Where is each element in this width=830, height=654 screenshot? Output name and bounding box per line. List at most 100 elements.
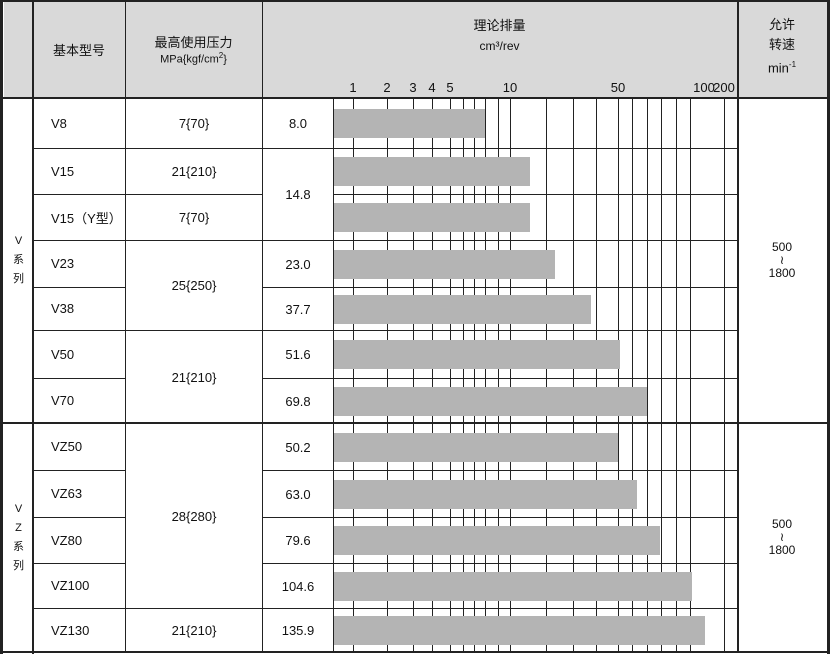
pressure-cell: 21{210} bbox=[126, 149, 262, 194]
header-speed-title-1: 允许 bbox=[768, 17, 795, 33]
row-divider bbox=[262, 608, 333, 609]
axis-tick-label: 50 bbox=[610, 80, 626, 95]
pressure-cell: 21{210} bbox=[126, 331, 262, 423]
pressure-value: 21{210} bbox=[171, 164, 217, 179]
row-divider bbox=[125, 194, 262, 195]
bar-v23 bbox=[334, 249, 556, 279]
displacement-value: 50.2 bbox=[285, 439, 311, 455]
row-divider bbox=[262, 330, 333, 331]
model-cell: VZ80 bbox=[33, 517, 125, 563]
bar-v15 bbox=[334, 157, 531, 186]
gridline bbox=[463, 98, 464, 652]
column-divider bbox=[333, 98, 334, 652]
column-divider bbox=[262, 0, 263, 652]
column-divider bbox=[0, 0, 3, 654]
model-cell: V23 bbox=[33, 240, 125, 287]
header-speed-title-2: 转速 bbox=[768, 37, 795, 53]
series-label-char: V bbox=[14, 502, 23, 515]
row-divider bbox=[33, 517, 737, 518]
displacement-cell: 14.8 bbox=[263, 149, 333, 240]
row-divider bbox=[0, 422, 830, 424]
pressure-cell: 25{250} bbox=[126, 241, 262, 330]
speed-cell: 500 ≀ 1800 bbox=[737, 98, 827, 423]
header-pressure-unit: MPa{kgf/cm2} bbox=[160, 51, 227, 66]
model-name: V23 bbox=[51, 256, 75, 271]
bar-vz63 bbox=[334, 479, 637, 509]
row-divider bbox=[125, 608, 262, 609]
displacement-cell: 79.6 bbox=[263, 518, 333, 563]
header-displacement-title: 理论排量 bbox=[473, 18, 526, 33]
displacement-cell: 50.2 bbox=[263, 424, 333, 470]
gridline bbox=[676, 98, 677, 652]
bar-v50 bbox=[334, 340, 621, 369]
header-model-label: 基本型号 bbox=[52, 42, 105, 58]
displacement-cell: 69.8 bbox=[263, 379, 333, 423]
header-speed: 允许 转速 min-1 bbox=[737, 14, 827, 80]
displacement-value: 14.8 bbox=[285, 187, 311, 202]
pressure-cell: 28{280} bbox=[126, 424, 262, 608]
row-divider bbox=[33, 148, 737, 149]
pressure-cell: 7{70} bbox=[126, 99, 262, 148]
model-cell: VZ50 bbox=[33, 423, 125, 470]
pressure-value: 21{210} bbox=[171, 369, 217, 385]
column-divider bbox=[125, 0, 126, 652]
model-name: V8 bbox=[51, 115, 67, 131]
model-cell: VZ130 bbox=[33, 608, 125, 652]
axis-tick-label: 200 bbox=[713, 80, 735, 95]
gridline bbox=[510, 98, 511, 652]
row-divider bbox=[0, 0, 830, 2]
axis-tick-label: 100 bbox=[693, 80, 715, 95]
speed-unit-sup: -1 bbox=[788, 60, 797, 70]
axis-tick-label: 4 bbox=[428, 80, 436, 95]
gridline bbox=[647, 98, 648, 652]
pressure-value: 7{70} bbox=[178, 210, 210, 225]
axis-tick-label: 1 bbox=[349, 80, 357, 95]
row-divider bbox=[262, 378, 333, 379]
displacement-value: 8.0 bbox=[288, 116, 308, 131]
row-divider bbox=[262, 517, 333, 518]
row-divider bbox=[33, 563, 737, 564]
model-name: V50 bbox=[51, 346, 75, 362]
model-cell: V50 bbox=[33, 330, 125, 378]
model-name: VZ130 bbox=[51, 622, 90, 638]
pressure-unit-end: } bbox=[223, 53, 227, 66]
displacement-value: 51.6 bbox=[285, 347, 311, 362]
bar-vz100 bbox=[334, 571, 693, 601]
row-divider bbox=[33, 608, 737, 609]
row-divider bbox=[125, 148, 262, 149]
row-divider bbox=[125, 330, 262, 331]
gridline bbox=[432, 98, 433, 652]
bar-vz130 bbox=[334, 616, 706, 645]
column-divider bbox=[827, 0, 830, 654]
gridline bbox=[474, 98, 475, 652]
bar-v15y bbox=[334, 203, 531, 232]
gridline bbox=[724, 98, 725, 652]
gridline bbox=[413, 98, 414, 652]
pressure-value: 7{70} bbox=[178, 116, 210, 131]
displacement-value: 135.9 bbox=[281, 623, 315, 638]
gridline bbox=[498, 98, 499, 652]
series-label-char: 列 bbox=[13, 559, 24, 572]
pressure-value: 21{210} bbox=[171, 623, 217, 638]
displacement-value: 104.6 bbox=[281, 578, 315, 594]
model-cell: V8 bbox=[33, 98, 125, 148]
model-cell: V15 bbox=[33, 148, 125, 194]
row-divider bbox=[33, 240, 737, 241]
header-pressure: 最高使用压力 MPa{kgf/cm2} bbox=[125, 0, 262, 98]
model-name: VZ100 bbox=[51, 578, 90, 593]
row-divider bbox=[125, 240, 262, 241]
gridline bbox=[573, 98, 574, 652]
bar-v8 bbox=[334, 109, 485, 138]
gridline bbox=[661, 98, 662, 652]
table-header bbox=[4, 0, 827, 98]
model-name: V15 bbox=[51, 163, 75, 179]
displacement-value: 63.0 bbox=[285, 486, 311, 502]
model-name: V70 bbox=[51, 393, 75, 408]
speed-value: 500 bbox=[771, 240, 793, 254]
series-label-char: 列 bbox=[13, 273, 24, 285]
bar-v70 bbox=[334, 386, 647, 416]
gridline bbox=[353, 98, 354, 652]
series-label-char: V bbox=[14, 235, 23, 247]
row-divider bbox=[262, 240, 333, 241]
